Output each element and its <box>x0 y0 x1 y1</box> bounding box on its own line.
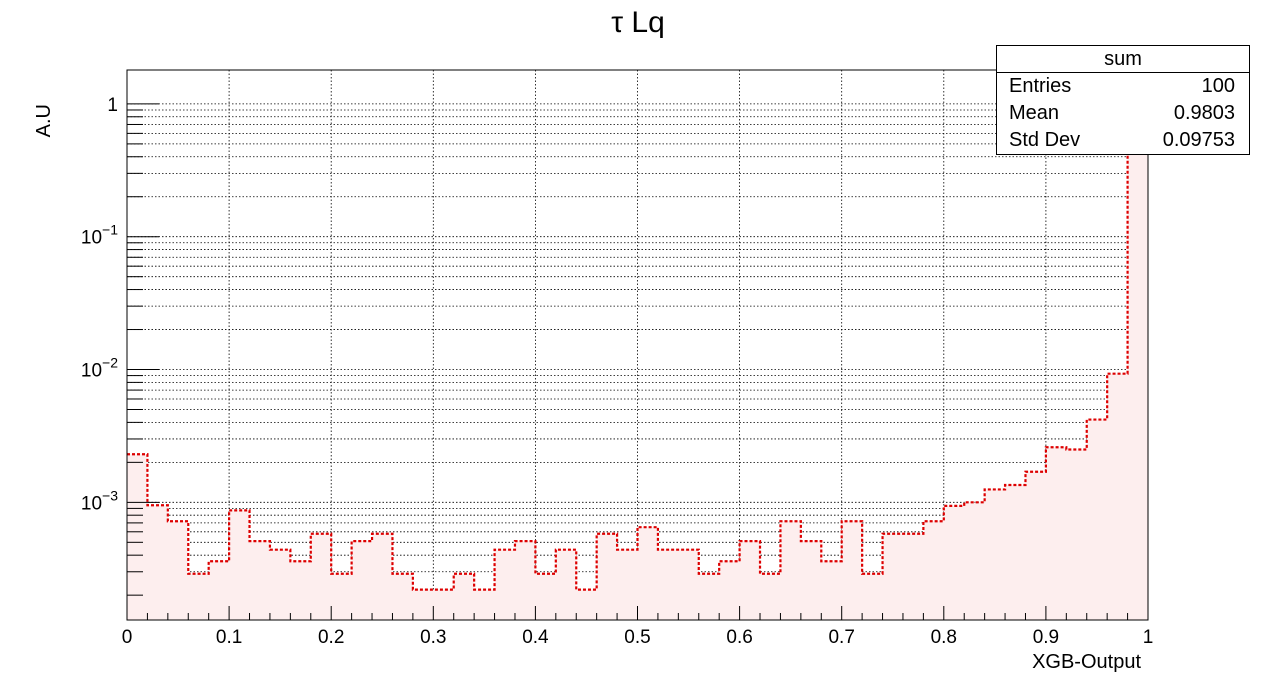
stats-value: 0.9803 <box>1173 102 1235 124</box>
y-tick-label: 10−3 <box>81 487 118 514</box>
x-tick-label: 0.3 <box>420 627 446 648</box>
x-tick-label: 0.8 <box>931 627 957 648</box>
stats-row-entries: Entries 100 <box>997 73 1249 100</box>
stats-row-stddev: Std Dev 0.09753 <box>997 127 1249 154</box>
axis-ticks: 0 0.1 0.2 0.3 0.4 0.5 0.6 0.7 0.8 0.9 1 1 10−1 10−2 10… <box>81 95 1153 648</box>
y-tick-label: 1 <box>107 95 118 116</box>
x-tick-label: 0.5 <box>624 627 650 648</box>
x-tick-label: 1 <box>1143 627 1154 648</box>
x-tick-label: 0.1 <box>216 627 242 648</box>
histogram-line <box>127 105 1148 591</box>
y-tick-label: 10−2 <box>81 355 118 382</box>
histogram-fill <box>127 106 1148 621</box>
x-axis-label: XGB-Output <box>1032 651 1141 673</box>
stats-row-mean: Mean 0.9803 <box>997 100 1249 127</box>
stats-value: 0.09753 <box>1162 129 1235 151</box>
x-tick-label: 0 <box>122 627 133 648</box>
stats-key: Mean <box>1009 102 1060 124</box>
chart-title: τ Lq <box>611 6 665 39</box>
stats-box: sum Entries 100 Mean 0.9803 Std Dev 0.09… <box>996 45 1250 155</box>
stats-title: sum <box>997 46 1249 73</box>
x-tick-label: 0.9 <box>1033 627 1059 648</box>
stats-value: 100 <box>1201 75 1235 97</box>
y-axis-label: A.U <box>33 104 55 137</box>
y-tick-label: 10−1 <box>81 222 118 249</box>
x-tick-label: 0.7 <box>828 627 854 648</box>
stats-key: Entries <box>1009 75 1072 97</box>
x-tick-label: 0.2 <box>318 627 344 648</box>
x-tick-label: 0.4 <box>522 627 549 648</box>
stats-key: Std Dev <box>1009 129 1081 151</box>
x-tick-label: 0.6 <box>726 627 752 648</box>
